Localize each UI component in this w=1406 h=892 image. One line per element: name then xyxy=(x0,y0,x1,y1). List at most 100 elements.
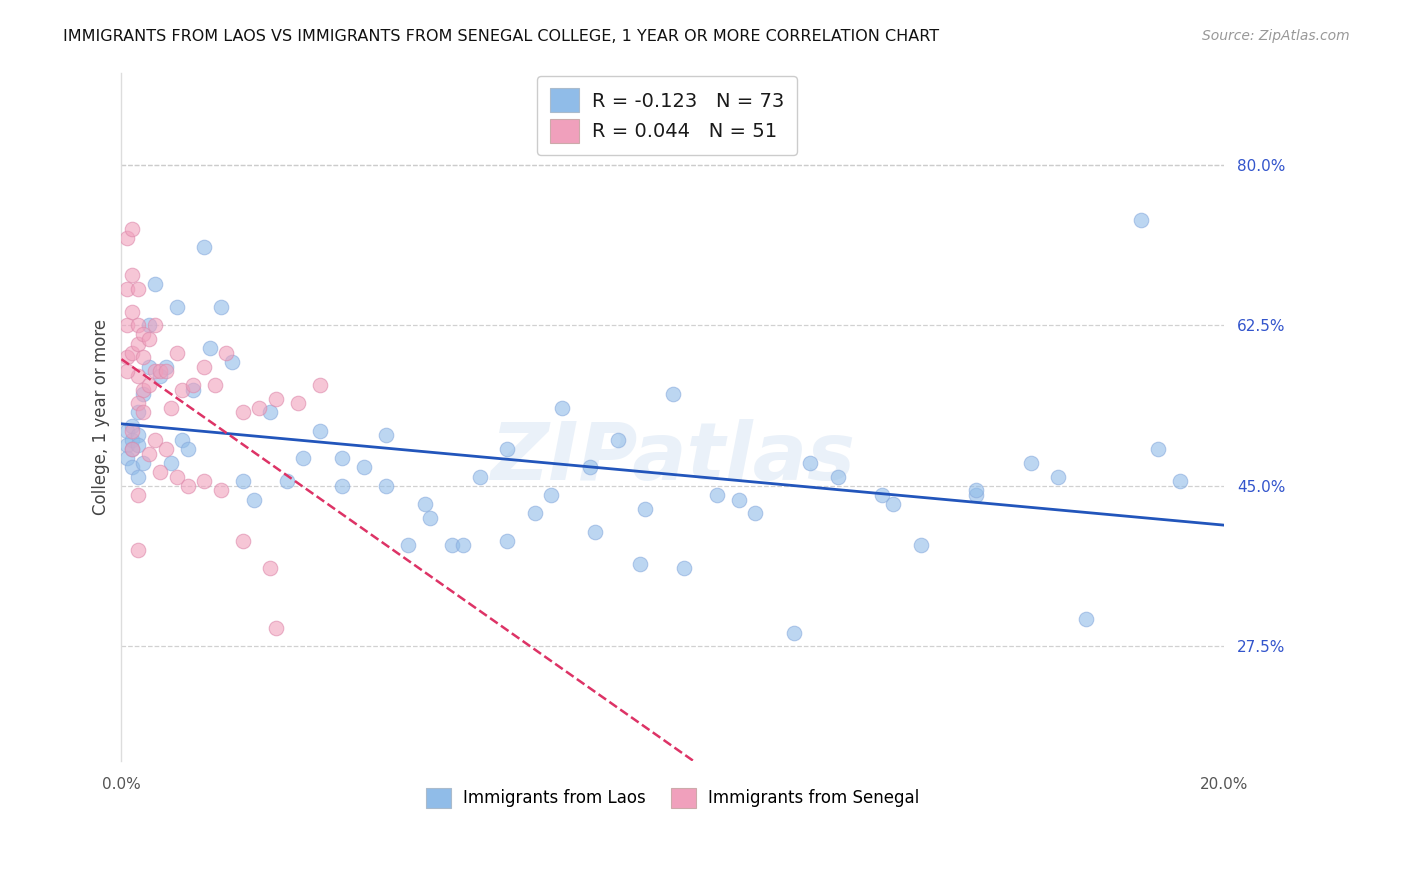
Point xyxy=(247,401,270,415)
Point xyxy=(1168,475,1191,489)
Point xyxy=(138,318,160,333)
Point xyxy=(149,364,172,378)
Point xyxy=(121,442,143,457)
Point xyxy=(127,405,149,419)
Point xyxy=(160,401,183,415)
Point xyxy=(1130,212,1153,227)
Point xyxy=(121,424,143,438)
Point xyxy=(115,437,138,451)
Point xyxy=(232,475,254,489)
Point xyxy=(115,451,138,466)
Point xyxy=(1146,442,1168,457)
Point xyxy=(149,465,172,479)
Point xyxy=(170,383,193,397)
Point xyxy=(353,460,375,475)
Point xyxy=(1019,456,1042,470)
Point xyxy=(232,405,254,419)
Point xyxy=(121,442,143,457)
Point xyxy=(965,488,987,502)
Point xyxy=(132,327,155,342)
Point xyxy=(138,378,160,392)
Point xyxy=(523,507,546,521)
Point xyxy=(799,456,821,470)
Point xyxy=(166,469,188,483)
Point xyxy=(292,451,315,466)
Point xyxy=(115,282,138,296)
Point xyxy=(138,447,160,461)
Point xyxy=(121,460,143,475)
Point xyxy=(221,355,243,369)
Point xyxy=(882,497,904,511)
Point xyxy=(166,300,188,314)
Point xyxy=(132,456,155,470)
Point xyxy=(166,346,188,360)
Point xyxy=(396,539,419,553)
Point xyxy=(727,492,749,507)
Point xyxy=(155,442,177,457)
Point xyxy=(634,501,657,516)
Point xyxy=(121,419,143,434)
Point xyxy=(155,359,177,374)
Point xyxy=(132,383,155,397)
Point xyxy=(176,479,198,493)
Point xyxy=(330,479,353,493)
Point xyxy=(193,359,215,374)
Point xyxy=(628,557,651,571)
Point xyxy=(1047,469,1070,483)
Point xyxy=(264,621,287,635)
Point xyxy=(259,561,281,575)
Point xyxy=(143,277,166,291)
Point xyxy=(827,469,849,483)
Point xyxy=(215,346,238,360)
Point xyxy=(193,240,215,254)
Point xyxy=(419,511,441,525)
Point xyxy=(155,364,177,378)
Point xyxy=(375,479,398,493)
Point xyxy=(132,405,155,419)
Point xyxy=(121,433,143,447)
Point xyxy=(198,341,221,355)
Point xyxy=(127,488,149,502)
Point xyxy=(143,364,166,378)
Point xyxy=(127,368,149,383)
Point xyxy=(209,300,232,314)
Point xyxy=(143,433,166,447)
Point xyxy=(170,433,193,447)
Point xyxy=(181,383,204,397)
Point xyxy=(176,442,198,457)
Point xyxy=(115,351,138,365)
Point xyxy=(138,332,160,346)
Text: Source: ZipAtlas.com: Source: ZipAtlas.com xyxy=(1202,29,1350,43)
Point xyxy=(468,469,491,483)
Point xyxy=(242,492,264,507)
Point xyxy=(127,336,149,351)
Point xyxy=(127,396,149,410)
Point xyxy=(138,359,160,374)
Point xyxy=(181,378,204,392)
Point xyxy=(143,318,166,333)
Point xyxy=(193,475,215,489)
Text: ZIPatlas: ZIPatlas xyxy=(491,419,855,498)
Point xyxy=(127,437,149,451)
Point xyxy=(127,318,149,333)
Point xyxy=(375,428,398,442)
Point xyxy=(132,351,155,365)
Point xyxy=(121,304,143,318)
Point xyxy=(910,539,932,553)
Point xyxy=(1074,612,1097,626)
Point xyxy=(451,539,474,553)
Point xyxy=(783,625,806,640)
Point xyxy=(115,364,138,378)
Point xyxy=(540,488,562,502)
Point xyxy=(115,424,138,438)
Point xyxy=(149,368,172,383)
Point xyxy=(287,396,309,410)
Point xyxy=(132,387,155,401)
Point xyxy=(264,392,287,406)
Point xyxy=(115,231,138,245)
Text: IMMIGRANTS FROM LAOS VS IMMIGRANTS FROM SENEGAL COLLEGE, 1 YEAR OR MORE CORRELAT: IMMIGRANTS FROM LAOS VS IMMIGRANTS FROM … xyxy=(63,29,939,44)
Point xyxy=(209,483,232,498)
Point xyxy=(127,282,149,296)
Point xyxy=(551,401,574,415)
Point xyxy=(870,488,893,502)
